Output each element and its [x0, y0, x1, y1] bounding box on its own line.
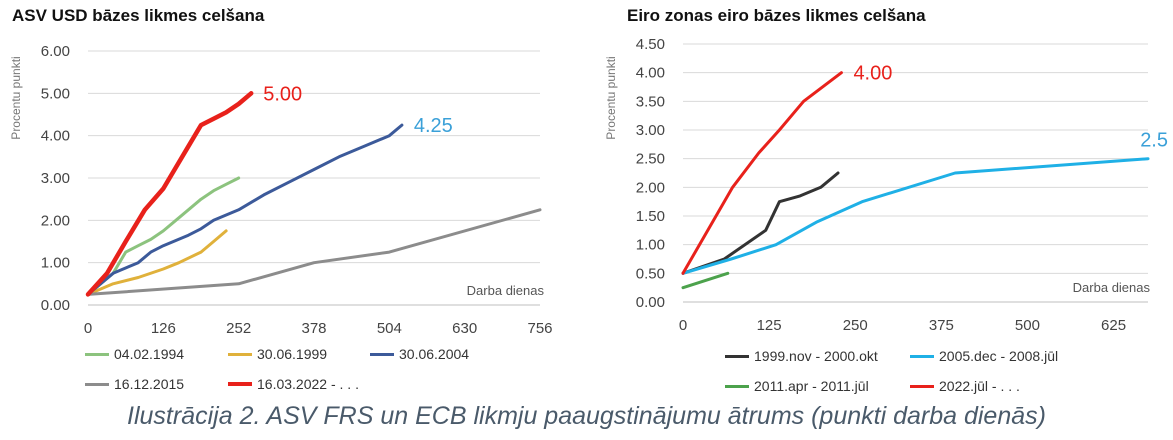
legend-label: 2011.apr - 2011.jūl	[754, 378, 869, 394]
legend-item: 2022.jūl - . . .	[910, 378, 1020, 394]
chart-title: Eiro zonas eiro bāzes likmes celšana	[627, 6, 926, 25]
figure-caption: Ilustrācija 2. ASV FRS un ECB likmju paa…	[127, 402, 1046, 430]
x-tick-label: 125	[757, 317, 782, 334]
legend-item: 2011.apr - 2011.jūl	[725, 378, 869, 394]
y-tick-label: 2.50	[636, 151, 665, 168]
legend-label: 2022.jūl - . . .	[939, 378, 1020, 394]
y-tick-label: 2.00	[41, 212, 70, 229]
series-line	[86, 229, 228, 296]
legend-label: 16.12.2015	[114, 376, 185, 392]
y-tick-label: 3.00	[41, 170, 70, 187]
legend-swatch	[725, 384, 749, 388]
y-axis-label: Procentu punkti	[9, 56, 23, 139]
y-tick-label: 1.00	[636, 237, 665, 254]
legend-item: 30.06.1999	[228, 346, 327, 362]
y-tick-label: 3.50	[636, 93, 665, 110]
series-line	[681, 171, 840, 275]
value-annotation: 5.00	[263, 83, 302, 105]
x-tick-label: 375	[929, 317, 954, 334]
eur-rate-chart: Eiro zonas eiro bāzes likmes celšana 0.0…	[595, 0, 1173, 400]
y-tick-label: 4.00	[41, 128, 70, 145]
legend-item: 30.06.2004	[370, 346, 469, 362]
x-tick-label: 756	[527, 320, 552, 337]
value-annotation: 4.25	[414, 115, 453, 137]
y-tick-label: 6.00	[41, 43, 70, 60]
y-tick-label: 1.50	[636, 208, 665, 225]
y-tick-label: 3.00	[636, 122, 665, 139]
y-tick-label: 5.00	[41, 85, 70, 102]
legend-swatch	[228, 382, 252, 386]
x-tick-label: 625	[1101, 317, 1126, 334]
legend-swatch	[910, 384, 934, 388]
y-tick-label: 2.00	[636, 179, 665, 196]
usd-chart-plot: 0.00 1.00 2.00 3.00 4.00 5.00 6.00 0 126 252 378 50…	[9, 43, 553, 337]
y-tick-label: 4.50	[636, 36, 665, 53]
y-axis-label: Procentu punkti	[604, 56, 618, 139]
chart-title: ASV USD bāzes likmes celšana	[12, 6, 265, 25]
y-tick-label: 0.00	[41, 297, 70, 314]
legend-swatch	[370, 352, 394, 356]
legend-label: 30.06.1999	[257, 346, 328, 362]
series-line	[86, 176, 241, 296]
legend-swatch	[910, 354, 934, 358]
legend-item: 1999.nov - 2000.okt	[725, 348, 878, 364]
legend-swatch	[85, 382, 109, 386]
x-tick-label: 0	[679, 317, 687, 334]
x-axis-label: Darba dienas	[1073, 280, 1151, 295]
legend-swatch	[228, 352, 252, 356]
legend-swatch	[85, 352, 109, 356]
x-tick-label: 504	[377, 320, 402, 337]
legend-label: 30.06.2004	[399, 346, 470, 362]
eur-chart-plot: 0.000.501.001.502.002.503.003.504.004.50…	[604, 36, 1168, 334]
legend-label: 2005.dec - 2008.jūl	[939, 348, 1059, 364]
series-line	[86, 208, 542, 296]
legend-item: 04.02.1994	[85, 346, 184, 362]
x-tick-label: 126	[151, 320, 176, 337]
y-tick-label: 0.00	[636, 294, 665, 311]
y-tick-label: 4.00	[636, 65, 665, 82]
x-axis-label: Darba dienas	[467, 283, 545, 298]
legend-label: 16.03.2022 - . . .	[257, 376, 359, 392]
series-line	[681, 157, 1150, 275]
series-line	[85, 91, 254, 297]
y-tick-label: 1.00	[41, 255, 70, 272]
x-tick-label: 250	[843, 317, 868, 334]
y-tick-label: 0.50	[636, 265, 665, 282]
value-annotation: 4.00	[853, 63, 892, 85]
usd-rate-chart: ASV USD bāzes likmes celšana 0.00 1.00 2.0…	[0, 0, 580, 400]
x-tick-label: 252	[226, 320, 251, 337]
legend-item: 2005.dec - 2008.jūl	[910, 348, 1058, 364]
legend-swatch	[725, 354, 749, 358]
series-line	[681, 71, 843, 275]
legend-label: 1999.nov - 2000.okt	[754, 348, 878, 364]
series-line	[681, 271, 730, 290]
x-tick-label: 500	[1015, 317, 1040, 334]
legend-label: 04.02.1994	[114, 346, 185, 362]
x-tick-label: 0	[84, 320, 92, 337]
x-tick-label: 378	[301, 320, 326, 337]
value-annotation: 2.5	[1140, 130, 1168, 152]
legend-item: 16.03.2022 - . . .	[228, 376, 359, 392]
series-line	[86, 123, 404, 296]
x-tick-label: 630	[452, 320, 477, 337]
legend-item: 16.12.2015	[85, 376, 184, 392]
